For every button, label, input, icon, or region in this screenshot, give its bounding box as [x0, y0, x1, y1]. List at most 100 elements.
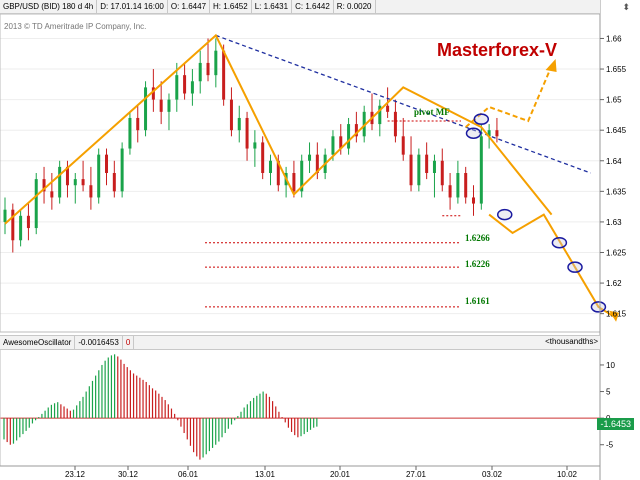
candle-body [432, 160, 436, 173]
oscillator-name[interactable]: AwesomeOscillator [0, 336, 76, 349]
candle-body [253, 142, 257, 149]
forecast-up-arrow [545, 58, 557, 72]
oscillator-current-value: -1.6453 [597, 418, 634, 430]
date-tick-label: 23.12 [65, 470, 86, 479]
date-tick-label: 27.01 [406, 470, 427, 479]
candle-body [229, 99, 233, 131]
candle-body [362, 111, 366, 137]
axes: 1.661.6551.651.6451.641.6351.631.6251.62… [0, 0, 627, 480]
price-tick-label: 1.63 [606, 218, 622, 227]
forecast-up-line [465, 65, 553, 128]
candle-body [245, 117, 249, 149]
zigzag-line [4, 33, 553, 225]
level-label-3: 1.6161 [465, 296, 490, 306]
brand-label: Masterforex-V [437, 40, 558, 60]
highlight-circle [590, 301, 607, 313]
copyright-text: 2013 © TD Ameritrade IP Company, Inc. [4, 22, 147, 31]
candle-body [401, 136, 405, 155]
price-tick-label: 1.625 [606, 249, 627, 258]
oscillator-header: AwesomeOscillator -0.0016453 0 [0, 335, 600, 350]
osc-tick-label: -5 [606, 441, 614, 450]
candle-body [214, 50, 218, 76]
candle-body [206, 62, 210, 76]
osc-tick-label: 5 [606, 388, 611, 397]
high-label: H: 1.6452 [210, 0, 252, 13]
level-label-1: 1.6266 [465, 233, 490, 243]
candle-body [89, 185, 93, 198]
candle-body [58, 166, 62, 198]
highlight-circle [473, 113, 490, 125]
candle-body [175, 75, 179, 100]
candle-body [11, 209, 15, 241]
trendline [215, 34, 591, 174]
highlight-circle [567, 261, 583, 273]
candle-body [487, 130, 491, 137]
candle-body [34, 179, 38, 229]
oscillator-panel-frame [0, 348, 601, 467]
oscillator-value: -0.0016453 [75, 336, 123, 349]
forecast-down-line [488, 213, 615, 318]
candle-body [183, 75, 187, 94]
quote-header: GBP/USD (BID) 180 d 4h D: 17.01.14 16:00… [0, 0, 600, 14]
highlight-circle [496, 208, 513, 221]
date-tick-label: 13.01 [255, 470, 276, 479]
candle-body [144, 87, 148, 131]
candle-body [456, 173, 460, 198]
candle-body [339, 136, 343, 149]
date-tick-label: 20.01 [330, 470, 351, 479]
candle-body [347, 124, 351, 149]
price-tick-label: 1.645 [606, 126, 627, 135]
price-tick-label: 1.62 [606, 279, 622, 288]
candle-body [386, 105, 390, 112]
candle-body [112, 173, 116, 192]
date-tick-label: 06.01 [178, 470, 199, 479]
candle-body [417, 154, 421, 186]
osc-tick-label: 10 [606, 361, 615, 370]
candle-body [378, 105, 382, 125]
candle-body [409, 154, 413, 186]
candle-body [26, 215, 30, 229]
oscillator-zero: 0 [123, 336, 135, 349]
candle-body [393, 111, 397, 137]
candle-body [190, 81, 194, 94]
pivot-label: pivot MF [414, 107, 450, 117]
candle-body [237, 117, 241, 131]
candle-body [81, 179, 85, 186]
candle-body [151, 87, 155, 100]
oscillator-histogram [3, 354, 318, 460]
date-tick-label: 10.02 [557, 470, 578, 479]
price-tick-label: 1.65 [606, 96, 622, 105]
time-label: D: 17.01.14 16:00 [97, 0, 168, 13]
candle-body [42, 179, 46, 192]
candle-body [198, 62, 202, 82]
date-tick-label: 03.02 [482, 470, 503, 479]
highlight-circle [551, 236, 568, 249]
candle-body [65, 166, 69, 186]
candle-body [308, 154, 312, 161]
open-label: O: 1.6447 [168, 0, 211, 13]
candle-body [448, 185, 452, 198]
price-grid [0, 37, 600, 315]
overlays [4, 33, 620, 322]
candle-body [73, 179, 77, 186]
candles [3, 38, 499, 253]
range-label: R: 0.0020 [334, 0, 376, 13]
candle-body [19, 215, 23, 241]
candle-body [440, 160, 444, 186]
symbol-label[interactable]: GBP/USD (BID) 180 d 4h [0, 0, 98, 13]
candle-body [261, 142, 265, 173]
price-tick-label: 1.66 [606, 34, 622, 43]
candle-body [3, 209, 7, 222]
panel-menu-icon[interactable]: ⬍ [622, 2, 630, 12]
candle-body [159, 99, 163, 112]
candle-body [425, 154, 429, 173]
candle-body [495, 130, 499, 137]
low-label: L: 1.6431 [252, 0, 293, 13]
price-tick-label: 1.615 [606, 310, 627, 319]
candle-body [97, 154, 101, 198]
candle-body [300, 160, 304, 192]
price-panel-frame [0, 13, 601, 333]
candle-body [354, 124, 358, 137]
highlight-circle [465, 127, 482, 139]
